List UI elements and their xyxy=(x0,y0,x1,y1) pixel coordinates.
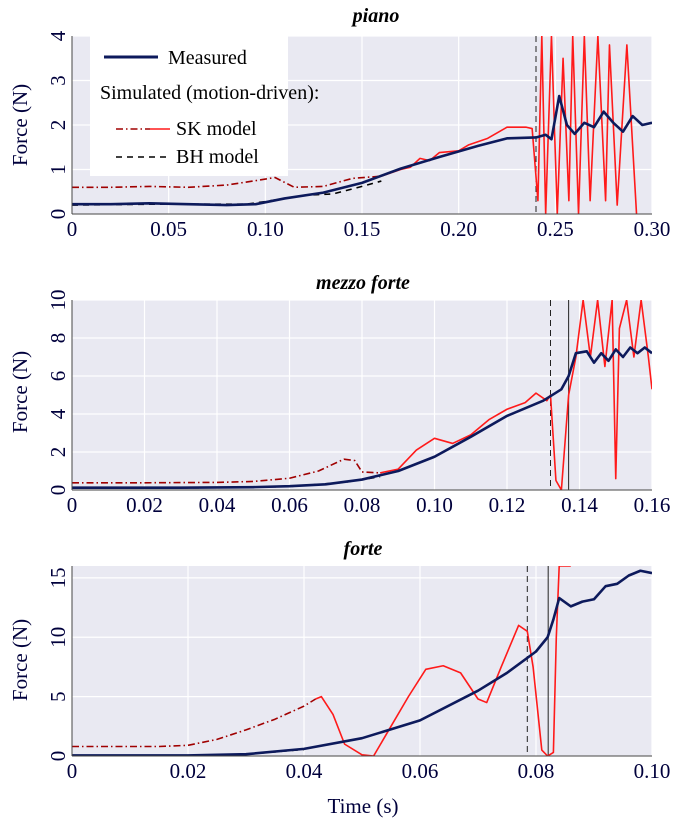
x-tick-label: 0 xyxy=(67,217,78,241)
x-tick-label: 0.14 xyxy=(561,493,598,517)
series-line-measured xyxy=(72,94,652,207)
x-tick-label: 0.06 xyxy=(271,493,308,517)
y-tick-label: 2 xyxy=(46,447,70,458)
y-tick-label: 8 xyxy=(46,333,70,344)
panel-mezzo-forte: 0 0.02 0.04 0.06 0.08 0.10 0.12 0.14 0.16 0 2 4 6 8 10… xyxy=(8,272,670,517)
series-line-sk-model xyxy=(72,458,381,484)
series-line-measured xyxy=(72,346,652,490)
x-tick-label: 0 xyxy=(67,759,78,783)
x-tick-label: 0.05 xyxy=(150,217,187,241)
y-tick-label: 4 xyxy=(46,30,70,41)
x-tick-label: 0.02 xyxy=(170,759,207,783)
x-axis-label: Time (s) xyxy=(328,794,399,818)
y-tick-label: 1 xyxy=(46,164,70,175)
x-tick-label: 0.20 xyxy=(440,217,477,241)
plot-background xyxy=(72,566,652,756)
series-line-measured xyxy=(72,569,652,756)
panel-title: piano xyxy=(351,5,400,27)
x-tick-label: 0.30 xyxy=(634,217,671,241)
y-tick-label: 0 xyxy=(46,751,70,762)
x-tick-label: 0 xyxy=(67,493,78,517)
series-line-sk-model xyxy=(379,300,652,490)
y-axis-label: Force (N) xyxy=(8,84,32,166)
plot-area: 0 0.02 0.04 0.06 0.08 0.10 0.12 0.14 0.16 0 2 4 6 8 10 xyxy=(46,290,670,518)
x-tick-label: 0.08 xyxy=(518,759,555,783)
y-tick-label: 10 xyxy=(46,627,70,648)
y-tick-label: 2 xyxy=(46,120,70,131)
y-tick-label: 6 xyxy=(46,371,70,382)
y-tick-label: 4 xyxy=(46,408,70,419)
x-tick-label: 0.15 xyxy=(344,217,381,241)
series-line-sk-model xyxy=(381,36,638,214)
x-tick-label: 0.04 xyxy=(199,493,236,517)
series-group xyxy=(72,300,652,490)
x-tick-label: 0.10 xyxy=(416,493,453,517)
y-tick-label: 15 xyxy=(46,567,70,588)
x-tick-label: 0.04 xyxy=(286,759,323,783)
x-tick-label: 0.12 xyxy=(489,493,526,517)
x-tick-label: 0.10 xyxy=(247,217,284,241)
x-tick-label: 0.16 xyxy=(634,493,671,517)
x-tick-label: 0.08 xyxy=(344,493,381,517)
x-tick-label: 0.06 xyxy=(402,759,439,783)
series-line-sk-model xyxy=(315,566,571,756)
series-group xyxy=(72,566,652,756)
x-tick-label: 0.25 xyxy=(537,217,574,241)
y-tick-label: 5 xyxy=(46,691,70,702)
y-axis-label: Force (N) xyxy=(8,351,32,433)
x-tick-label: 0.10 xyxy=(634,759,671,783)
y-tick-label: 0 xyxy=(46,485,70,496)
x-tick-label: 0.02 xyxy=(126,493,163,517)
plot-area: 0 0.02 0.04 0.06 0.08 0.10 0 5 10 15 xyxy=(46,566,670,783)
y-tick-label: 0 xyxy=(46,209,70,220)
y-tick-label: 10 xyxy=(46,290,70,311)
legend-simulated-header: Simulated (motion-driven): xyxy=(100,82,319,104)
series-group xyxy=(72,36,652,214)
legend-measured-label: Measured xyxy=(168,47,247,69)
series-line-sk-model xyxy=(72,175,382,189)
legend-sk-label: SK model xyxy=(176,118,257,140)
legend-bh-label: BH model xyxy=(176,146,259,168)
y-axis-label: Force (N) xyxy=(8,619,32,701)
legend: Measured Simulated (motion-driven): SK m… xyxy=(90,35,319,176)
panel-title: mezzo forte xyxy=(316,272,410,294)
panel-forte: 0 0.02 0.04 0.06 0.08 0.10 0 5 10 15 forte Force … xyxy=(8,538,670,783)
series-line-sk-model xyxy=(72,698,317,748)
y-tick-label: 3 xyxy=(46,75,70,86)
panel-title: forte xyxy=(344,538,383,560)
